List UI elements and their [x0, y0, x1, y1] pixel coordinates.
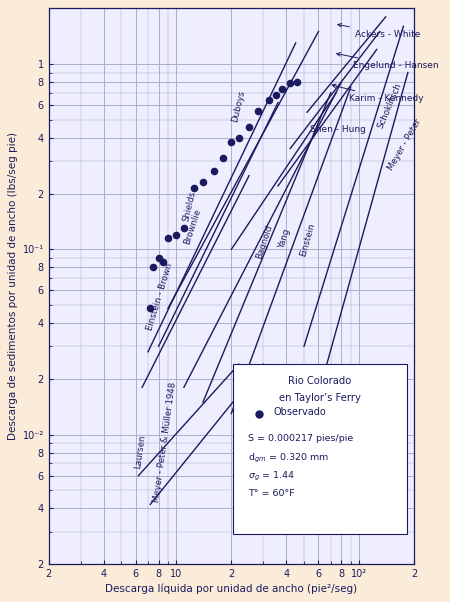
- Point: [287, 78, 294, 88]
- Point: [210, 166, 217, 176]
- Text: d$_{gm}$ = 0.320 mm: d$_{gm}$ = 0.320 mm: [248, 452, 329, 465]
- Y-axis label: Descarga de sedimentos por unidad de ancho (lbs/seg pie): Descarga de sedimentos por unidad de anc…: [9, 132, 18, 440]
- Point: [150, 262, 157, 272]
- Text: Einstein - Brown: Einstein - Brown: [145, 262, 174, 332]
- Text: Yang: Yang: [278, 228, 292, 249]
- Point: [164, 234, 171, 243]
- Text: Schoklitsch: Schoklitsch: [376, 82, 404, 130]
- Text: Engelund - Hansen: Engelund - Hansen: [337, 52, 439, 70]
- Text: Einstein: Einstein: [298, 222, 317, 258]
- Text: S = 0.000217 pies/pie: S = 0.000217 pies/pie: [248, 433, 353, 442]
- Point: [272, 90, 279, 100]
- Point: [173, 230, 180, 240]
- Point: [147, 303, 154, 313]
- Text: Meyer - Peter & Müller 1948: Meyer - Peter & Müller 1948: [152, 381, 177, 503]
- Point: [294, 77, 301, 87]
- Point: [190, 183, 198, 193]
- Text: Karim - Kennedy: Karim - Kennedy: [332, 84, 423, 104]
- Point: [265, 95, 272, 105]
- Point: [245, 122, 252, 131]
- Text: Shields: Shields: [182, 190, 198, 222]
- Point: [228, 137, 235, 147]
- Point: [219, 154, 226, 163]
- Text: Ackers - White: Ackers - White: [338, 23, 420, 39]
- Text: Observado: Observado: [273, 408, 326, 417]
- Text: Rio Colorado: Rio Colorado: [288, 376, 351, 386]
- Bar: [233, 364, 407, 533]
- Text: Duboys: Duboys: [230, 90, 246, 123]
- Point: [254, 106, 261, 116]
- X-axis label: Descarga líquida por unidad de ancho (pie²/seg): Descarga líquida por unidad de ancho (pi…: [105, 583, 357, 594]
- Point: [160, 258, 167, 267]
- Text: en Taylor’s Ferry: en Taylor’s Ferry: [279, 393, 361, 403]
- Point: [180, 223, 188, 233]
- Point: [199, 178, 207, 187]
- Text: T° = 60°F: T° = 60°F: [248, 489, 294, 497]
- Text: Meyer - Peter: Meyer - Peter: [386, 118, 423, 173]
- Text: Laursen: Laursen: [133, 434, 147, 470]
- Point: [235, 133, 243, 143]
- Point: [155, 253, 162, 262]
- Text: Brownlie: Brownlie: [182, 207, 202, 246]
- Point: [279, 85, 286, 95]
- Text: Shen - Hung: Shen - Hung: [310, 125, 366, 134]
- Text: Bagnold: Bagnold: [255, 223, 274, 259]
- Text: $\sigma$$_g$ = 1.44: $\sigma$$_g$ = 1.44: [248, 470, 295, 483]
